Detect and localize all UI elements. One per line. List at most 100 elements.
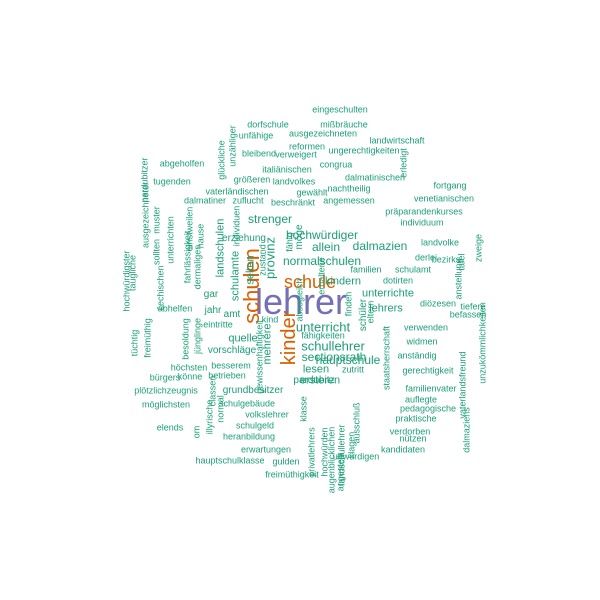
word-abhelfen: abhelfen: [157, 303, 193, 314]
word-classen: classen: [207, 375, 218, 407]
word-landwirtschaft: landwirtschaft: [369, 135, 425, 146]
word-moge: möge: [294, 224, 305, 250]
word-erledigt: erledigt: [398, 148, 409, 178]
word-missbrauche: mißbräuche: [320, 119, 368, 130]
word-schule: schule: [283, 272, 337, 292]
word-praktische: praktische: [395, 413, 437, 424]
word-unfahige: unfähige: [238, 130, 274, 141]
word-kandidaten: kandidaten: [380, 444, 426, 455]
word-unterrichte: unterrichte: [362, 287, 414, 300]
word-unterricht: unterricht: [295, 319, 351, 335]
word-anstellung: anstellung: [453, 258, 464, 300]
word-bleibend: bleibend: [241, 148, 277, 159]
word-freimuthigkeit: freimüthigkeit: [265, 469, 319, 480]
word-tiefere: tiefere: [460, 301, 486, 312]
word-abgeholfen: abgeholfen: [159, 158, 205, 169]
word-bezirks: bezirks: [431, 254, 461, 265]
word-zustand: zustand: [257, 244, 268, 276]
word-besoldung: besoldung: [180, 318, 191, 360]
word-cechischen: čechischen: [155, 265, 166, 311]
word-konne: könne: [177, 371, 203, 382]
word-grundbesitzer: grundbesitzer: [222, 385, 284, 396]
word-widmen: widmen: [406, 336, 438, 347]
word-dorfschule: dorfschule: [247, 119, 289, 130]
word-praparandenkurses: präparandenkurses: [385, 206, 463, 217]
word-lehrers: lehrers: [369, 302, 403, 315]
word-zuflucht: zuflucht: [232, 195, 264, 206]
word-unzukommlichkeiten: unzukömmlichkeiten: [477, 302, 488, 384]
word-quelle: quelle: [228, 332, 258, 345]
word-elends: elends: [156, 422, 184, 433]
word-eingeschulten: eingeschulten: [312, 104, 368, 115]
word-kind: kind: [261, 314, 279, 325]
word-congrua: congrua: [319, 159, 353, 170]
word-sollten: sollten: [151, 238, 162, 266]
word-verwenden: verwenden: [403, 322, 449, 333]
word-dalmatinischen: dalmatinischen: [344, 172, 406, 183]
word-tugenden: tugenden: [153, 176, 191, 187]
word-hauptschulklasse: hauptschulklasse: [195, 455, 265, 466]
word-normal: normal: [215, 395, 226, 423]
word-ausgezeichneten: ausgezeichneten: [288, 128, 358, 139]
word-heranbildung: heranbildung: [222, 431, 276, 442]
word-lesen: lesen: [302, 363, 330, 376]
word-derlei: derlei: [414, 252, 438, 263]
word-fahigkeiten: fähigkeiten: [301, 330, 345, 341]
word-junglinge: jünglinge: [192, 317, 203, 355]
word-tuchtig: tüchtig: [129, 329, 140, 357]
word-vaterlandischen: vaterländischen: [205, 186, 269, 197]
word-beschrankt: beschränkt: [270, 197, 316, 208]
word-muster: muster: [151, 206, 162, 234]
word-om: om: [191, 425, 202, 439]
word-fahrlassigkeit: fahrlässigkeit: [182, 230, 193, 284]
word-jahr: jahr: [204, 305, 222, 316]
word-gewahlt: gewählt: [296, 187, 328, 198]
word-betrieben: betrieben: [208, 370, 246, 381]
word-individuen: individuen: [231, 205, 242, 247]
word-strenger: strenger: [247, 212, 293, 226]
word-landvolke: landvolke: [420, 237, 460, 248]
word-verdorben: verdorben: [389, 426, 431, 437]
word-gewissenhaftigkeit: gewissenhaftigkeit: [254, 320, 265, 394]
word-unterrichten: unterrichten: [165, 216, 176, 264]
word-landschulen: landschulen: [214, 218, 227, 278]
word-besserem: besserem: [211, 360, 251, 371]
word-schullehrer: schullehrer: [301, 338, 365, 354]
word-ungerechtigkeiten: ungerechtigkeiten: [328, 145, 400, 156]
word-hochsten: höchsten: [170, 362, 208, 373]
word-gulden: gulden: [272, 456, 300, 467]
word-amt: amt: [223, 309, 241, 320]
word-verweigert: verweigert: [275, 149, 317, 160]
word-familien: familien: [350, 264, 382, 275]
word-eltern: eltern: [365, 300, 376, 324]
word-hochwurdiger: hochwürdiger: [285, 228, 359, 242]
word-ersteren: ersteren: [299, 374, 341, 387]
word-ausschluss: ausschluß: [351, 402, 362, 444]
word-selten: selten: [244, 255, 257, 285]
word-nachtheilig: nachtheilig: [327, 183, 371, 194]
word-dotirten: dotirten: [382, 275, 414, 286]
word-italianischen: italiänischen: [262, 164, 312, 175]
word-familienvater: familienvater: [405, 383, 457, 394]
word-individuum: individuum: [400, 217, 444, 228]
word-gluckliche: glückliche: [216, 140, 227, 180]
word-dalmatiner: dalmatiner: [183, 195, 227, 206]
word-fahig: fähig: [284, 232, 295, 252]
word-unzahliger: unzähliger: [227, 125, 238, 167]
word-schulgebaude: schulgebäude: [218, 398, 276, 409]
word-gar: gar: [203, 289, 219, 300]
word-befassen: befassen: [449, 309, 487, 320]
word-gerechtigkeit: gerechtigkeit: [402, 365, 454, 376]
word-sectionsrath: sectionsrath: [301, 350, 367, 364]
word-allein: allein: [311, 240, 341, 254]
word-erziehung: erziehung: [222, 233, 266, 244]
word-anstandig: anständig: [397, 350, 437, 361]
word-staatsherrschaft: staatsherrschaft: [381, 325, 392, 391]
word-unwurdigen: unwürdigen: [332, 451, 380, 462]
word-moglichsten: möglichsten: [141, 399, 191, 410]
word-ausgezeichneter: ausgezeichneter: [140, 181, 151, 249]
word-venetianischen: venetianischen: [413, 193, 475, 204]
word-plotzlichzeugnis: plötzlichzeugnis: [134, 385, 198, 396]
word-erhaltene: erhaltene: [316, 257, 327, 295]
